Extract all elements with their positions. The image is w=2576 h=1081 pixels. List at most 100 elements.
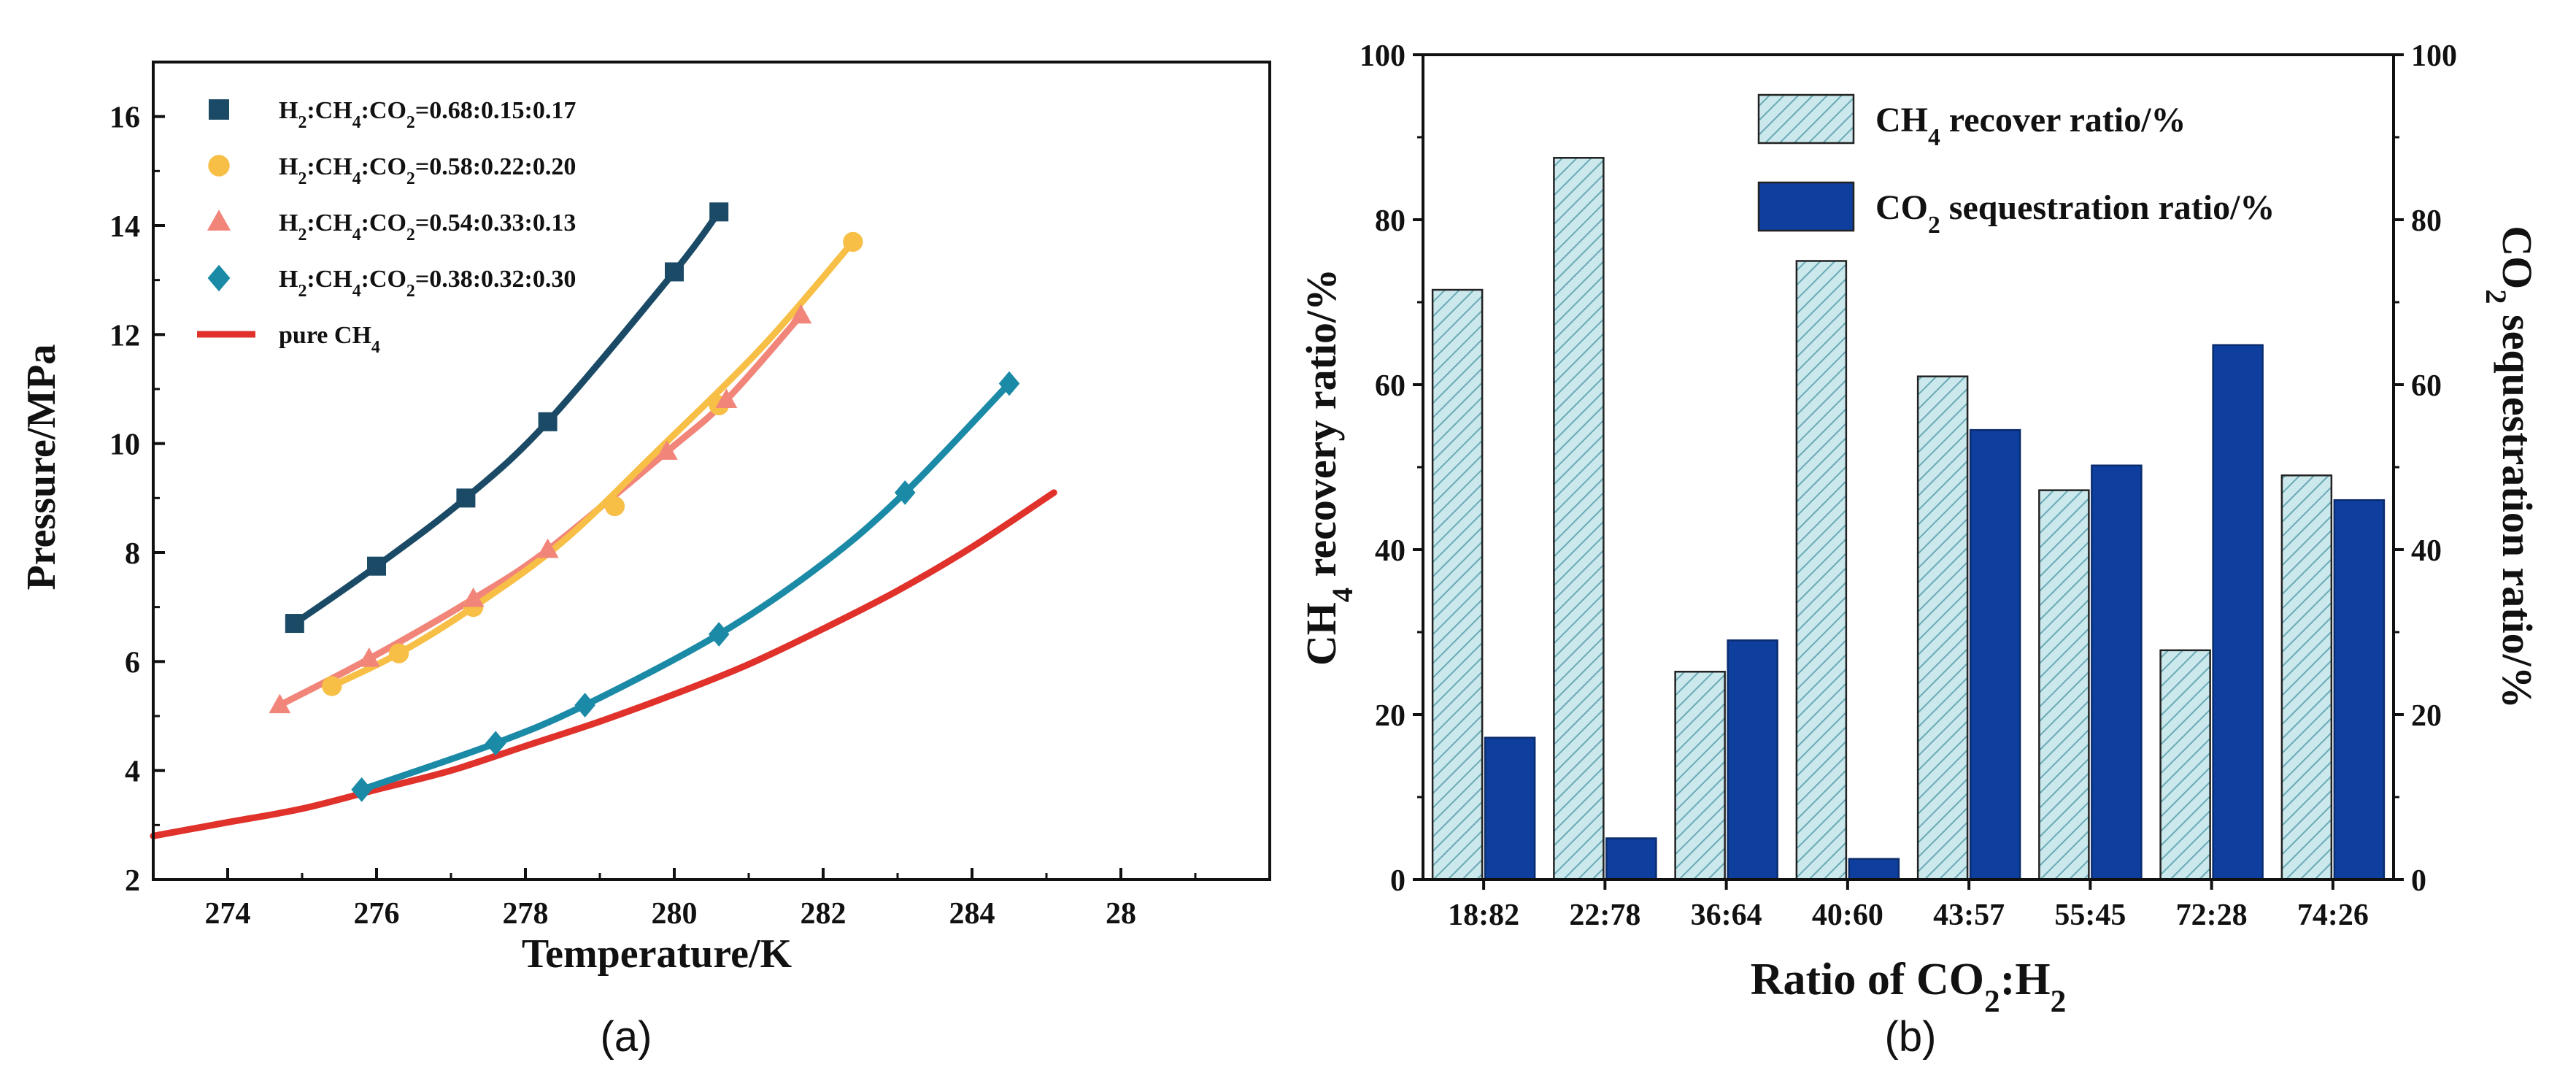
x-tick-label: 276	[354, 897, 400, 931]
triangle-marker	[269, 693, 291, 714]
triangle-marker	[715, 388, 738, 408]
bar-co2-sequestration	[1848, 858, 1900, 881]
y-tick-label: 6	[125, 646, 140, 680]
left-y-tick-label: 100	[1360, 39, 1405, 73]
triangle-marker	[655, 440, 678, 460]
triangle-marker	[207, 209, 231, 231]
legend-swatch-ch4	[1757, 93, 1855, 145]
square-marker	[456, 488, 476, 508]
x-tick-label: 18:82	[1448, 899, 1519, 932]
diamond-marker	[998, 371, 1020, 396]
series-line	[276, 312, 804, 709]
triangle-marker	[358, 647, 380, 667]
diamond-marker	[485, 731, 506, 756]
legend-label: CO2 sequestration ratio/%	[1875, 188, 2275, 239]
panel-b-bars	[1431, 157, 2386, 881]
x-tick-label: 36:64	[1691, 899, 1762, 932]
legend-label: H2:CH4:CO2=0.54:0.33:0.13	[279, 209, 576, 245]
bar-co2-sequestration	[2091, 464, 2143, 881]
x-tick-label: 282	[801, 897, 847, 931]
left-y-tick-label: 80	[1375, 204, 1405, 238]
bar-ch4-recovery	[1674, 670, 1726, 881]
panel-b-label: (b)	[1885, 1013, 1937, 1061]
right-y-tick-label: 40	[2411, 534, 2442, 568]
right-y-tick-label: 0	[2411, 864, 2426, 898]
series-line	[358, 380, 1013, 793]
panel-b-ticks: 18:82 22:78 36:64 40:60 43:57 55:45 72:28 74:26…	[1360, 39, 2457, 932]
bar-ch4-recovery	[1553, 157, 1605, 881]
circle-marker	[388, 643, 409, 663]
y-tick-label: 4	[125, 755, 140, 789]
x-tick-label: 274	[205, 897, 251, 931]
y-tick-label: 16	[109, 101, 140, 135]
y-tick-label: 2	[125, 864, 140, 898]
square-marker	[665, 262, 684, 282]
legend-label: H2:CH4:CO2=0.58:0.22:0.20	[279, 153, 576, 188]
x-tick-label: 284	[949, 897, 995, 931]
diamond-marker	[574, 693, 595, 718]
diamond-marker	[207, 264, 231, 292]
x-tick-label: 280	[652, 897, 698, 931]
legend-label: H2:CH4:CO2=0.68:0.15:0.17	[279, 97, 576, 132]
bar-co2-sequestration	[2212, 344, 2264, 881]
panel-a-label: (a)	[601, 1013, 652, 1061]
square-marker	[538, 412, 558, 431]
panel-a-y-axis-title: Pressure/MPa	[19, 345, 64, 590]
legend-label: CH4 recover ratio/%	[1875, 101, 2186, 151]
left-y-tick-label: 40	[1375, 534, 1405, 568]
y-tick-label: 14	[109, 210, 140, 244]
panel-a-plot-frame	[152, 61, 1271, 881]
bar-ch4-recovery	[1795, 260, 1848, 881]
circle-marker	[322, 676, 342, 696]
right-y-tick-label: 20	[2411, 699, 2442, 733]
diamond-marker	[351, 777, 372, 802]
bar-co2-sequestration	[1727, 639, 1778, 881]
circle-marker	[604, 496, 625, 517]
x-tick-label: 55:45	[2054, 899, 2126, 932]
bar-ch4-recovery	[1431, 288, 1484, 881]
right-y-tick-label: 60	[2411, 369, 2442, 403]
panel-a-legend: H2:CH4:CO2=0.68:0.15:0.17 H2:CH4:CO2=0.58…	[197, 97, 576, 357]
square-marker	[709, 202, 729, 222]
x-tick-label: 72:28	[2176, 899, 2248, 932]
series-line	[328, 238, 857, 690]
panel-b-right-y-axis-title: CO2 sequestration ratio/%	[2480, 226, 2542, 708]
panel-a-series-lines	[150, 208, 1057, 839]
square-marker	[367, 556, 386, 576]
panel-a-x-axis-title: Temperature/K	[522, 931, 793, 977]
bar-ch4-recovery	[1916, 375, 1969, 881]
panel-a-series-markers	[269, 202, 1020, 802]
bar-co2-sequestration	[1484, 736, 1536, 881]
y-tick-label: 12	[109, 319, 140, 353]
panel-b-x-axis-title: Ratio of CO2:H2	[1751, 955, 2067, 1019]
x-tick-label: 22:78	[1569, 899, 1640, 932]
triangle-marker	[536, 538, 559, 558]
left-y-tick-label: 20	[1375, 699, 1405, 733]
triangle-marker	[790, 304, 812, 324]
bar-ch4-recovery	[2280, 474, 2333, 881]
panel-b-bar-chart: 18:82 22:78 36:64 40:60 43:57 55:45 72:28 74:26…	[1297, 39, 2541, 1061]
series-line	[150, 489, 1057, 839]
x-tick-label: 74:26	[2297, 899, 2369, 932]
panel-b-legend: CH4 recover ratio/% CO2 sequestration rat…	[1757, 93, 2275, 239]
bar-co2-sequestration	[2333, 499, 2386, 881]
right-y-tick-label: 100	[2411, 39, 2457, 73]
y-tick-label: 10	[109, 428, 140, 462]
bar-co2-sequestration	[1969, 428, 2021, 881]
x-tick-label: 278	[503, 897, 549, 931]
diamond-marker	[894, 480, 916, 505]
bar-ch4-recovery	[2038, 489, 2090, 881]
y-tick-label: 8	[125, 537, 140, 571]
x-tick-label: 28	[1106, 897, 1136, 931]
bar-ch4-recovery	[2159, 649, 2211, 881]
x-tick-label: 40:60	[1812, 899, 1883, 932]
triangle-marker	[462, 587, 485, 607]
right-y-tick-label: 80	[2411, 204, 2442, 238]
legend-label: H2:CH4:CO2=0.38:0.32:0.30	[279, 266, 576, 301]
legend-swatch-co2	[1757, 181, 1855, 232]
left-y-tick-label: 60	[1375, 369, 1405, 403]
circle-marker	[208, 155, 230, 177]
